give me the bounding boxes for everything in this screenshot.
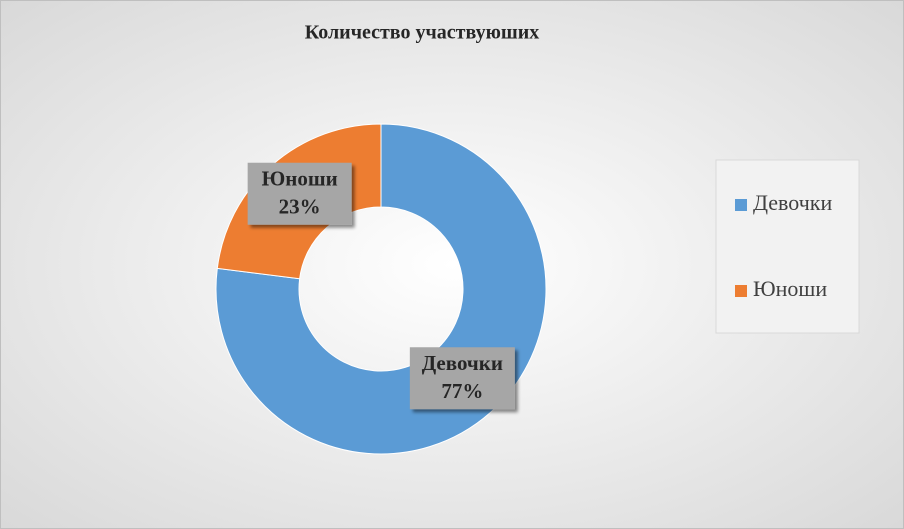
data-label-box	[247, 162, 352, 225]
legend-marker	[735, 285, 747, 297]
data-label-category: Юноши	[262, 167, 338, 191]
legend-box	[715, 159, 860, 334]
data-label-category: Девочки	[422, 351, 503, 375]
legend-label: Юноши	[753, 276, 827, 301]
data-label-value: 23%	[279, 195, 321, 219]
chart-title: Количество участвуюших	[305, 22, 540, 44]
legend-label: Девочки	[753, 190, 832, 215]
data-label-box	[409, 347, 515, 410]
data-label-value: 77%	[441, 379, 483, 403]
legend-marker	[735, 199, 747, 211]
